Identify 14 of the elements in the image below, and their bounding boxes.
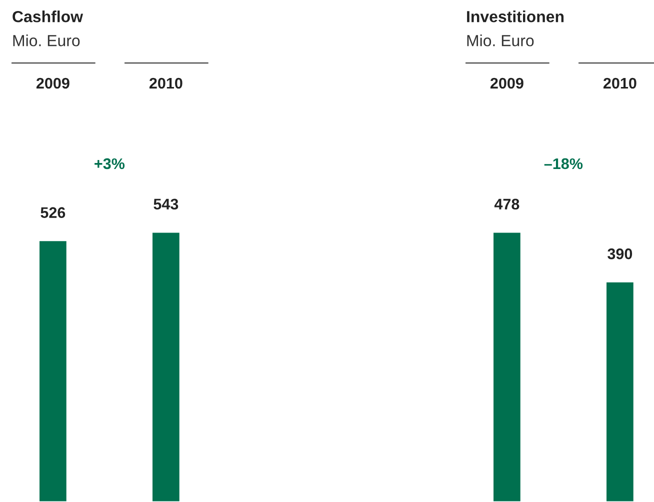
text: –18%: [544, 158, 583, 170]
data-label: 390: [608, 248, 632, 260]
chart-title: Investitionen: [467, 10, 564, 22]
data-label: 526: [40, 207, 66, 218]
x-tick-label: 2010: [149, 78, 182, 89]
chart-subtitle: Mio. Euro: [13, 34, 80, 46]
chart-subtitle: Mio. Euro: [467, 34, 534, 46]
x-tick-label: 2009: [36, 78, 70, 89]
x-tick-label: 2010: [603, 78, 636, 89]
text: +3%: [94, 158, 125, 170]
data-label: 478: [494, 198, 520, 210]
x-tick-label: 2009: [490, 78, 524, 89]
chart-title: Cashflow: [12, 10, 84, 22]
data-label: 543: [154, 198, 178, 210]
